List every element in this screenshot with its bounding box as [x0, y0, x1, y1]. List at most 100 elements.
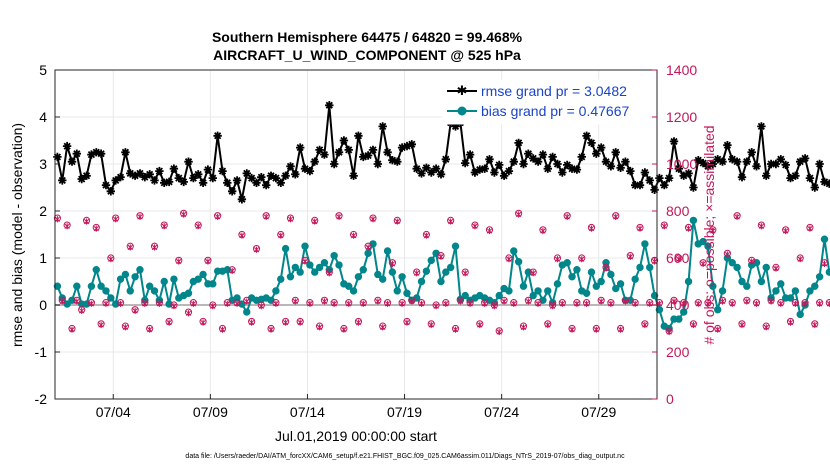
bias-point [806, 287, 814, 295]
rmse-point [499, 171, 509, 180]
obs-assimilated-point [778, 300, 784, 307]
bias-point [743, 282, 751, 290]
bias-point [315, 263, 324, 272]
obs-assimilated-point [719, 298, 726, 305]
obs-assimilated-point [739, 321, 745, 329]
bias-point [786, 294, 795, 302]
y2-tick-label: 800 [666, 203, 690, 219]
rmse-point [601, 157, 611, 166]
obs-assimilated-point [93, 225, 99, 232]
y2-tick-label: 1000 [666, 156, 697, 172]
rmse-point [509, 157, 518, 166]
rmse-point [771, 159, 781, 169]
y2-tick-label: 1200 [666, 109, 697, 125]
bias-point [301, 242, 309, 250]
obs-assimilated-point [564, 213, 570, 220]
obs-assimilated-point [438, 253, 444, 260]
bias-point [568, 273, 576, 281]
obs-assimilated-point [287, 216, 294, 223]
obs-assimilated-point [617, 326, 624, 333]
bias-point [296, 268, 304, 276]
bias-point [451, 242, 460, 250]
plot-area [53, 101, 830, 336]
rmse-point [577, 152, 586, 162]
obs-assimilated-point [647, 300, 653, 307]
legend-rmse-star-icon: ✱ [457, 84, 468, 99]
y2-tick-label: 0 [666, 391, 674, 407]
rmse-point [169, 164, 179, 173]
bias-point [160, 277, 168, 286]
rmse-point [140, 173, 149, 182]
rmse-point [378, 122, 387, 131]
obs-assimilated-point [802, 300, 808, 307]
obs-assimilated-point [613, 213, 619, 220]
obs-assimilated-point [501, 298, 507, 305]
x-tick-label: 07/19 [387, 404, 422, 420]
rmse-point [393, 157, 402, 166]
rmse-point [407, 140, 416, 149]
obs-assimilated-point [132, 307, 138, 314]
bias-point [641, 240, 649, 248]
bias-point [699, 237, 707, 246]
obs-assimilated-point [710, 227, 716, 235]
obs-assimilated-point [549, 303, 556, 310]
obs-assimilated-point [715, 326, 721, 333]
rmse-point [810, 183, 819, 192]
obs-assimilated-point [156, 300, 163, 307]
rmse-point [635, 181, 645, 190]
bias-point [335, 261, 343, 269]
rmse-point [344, 145, 353, 155]
obs-assimilated-point [365, 244, 371, 251]
rmse-point [189, 173, 198, 183]
bias-point [650, 291, 659, 300]
bias-point [359, 266, 367, 274]
rmse-point [96, 149, 106, 158]
rmse-point [155, 166, 164, 176]
obs-assimilated-point [763, 324, 769, 331]
obs-assimilated-point [229, 267, 235, 275]
legend-bias-label: bias grand pr = 0.47667 [481, 103, 629, 119]
x-tick-label: 07/04 [96, 404, 131, 420]
obs-assimilated-point [195, 223, 201, 230]
bias-point [281, 244, 290, 253]
bias-point [286, 273, 295, 281]
rmse-point [349, 171, 358, 180]
obs-assimilated-point [506, 256, 512, 263]
chart-title-line2: AIRCRAFT_U_WIND_COMPONENT @ 525 hPa [213, 47, 521, 63]
rmse-point [451, 122, 460, 131]
rmse-point [533, 157, 543, 166]
bias-point [442, 268, 450, 276]
bias-point [393, 287, 401, 295]
bias-point [704, 242, 712, 250]
rmse-point [597, 143, 606, 152]
bias-point [320, 259, 329, 267]
y2-tick-label: 400 [666, 297, 690, 313]
bias-point [379, 275, 387, 283]
axes-box [54, 69, 658, 400]
rmse-point [465, 150, 475, 159]
rmse-point [592, 149, 601, 158]
rmse-point [150, 176, 159, 185]
rmse-point [708, 159, 717, 169]
bias-point [277, 275, 285, 283]
obs-assimilated-point [350, 232, 357, 239]
rmse-point [815, 159, 824, 169]
bias-point [427, 256, 435, 265]
rmse-point [820, 177, 829, 187]
y-tick-label: 4 [39, 109, 47, 125]
rmse-point [310, 157, 319, 166]
obs-assimilated-point [705, 300, 711, 307]
bias-point [272, 287, 280, 295]
rmse-point [582, 131, 591, 140]
obs-assimilated-point [282, 319, 289, 326]
bias-point [194, 275, 202, 283]
obs-assimilated-point [651, 258, 658, 265]
rmse-point [92, 148, 101, 157]
bias-point [63, 300, 71, 308]
obs-assimilated-point [278, 232, 284, 239]
rmse-point [160, 178, 169, 187]
bias-point [762, 263, 770, 272]
rmse-point [325, 101, 334, 110]
rmse-point [825, 179, 830, 188]
